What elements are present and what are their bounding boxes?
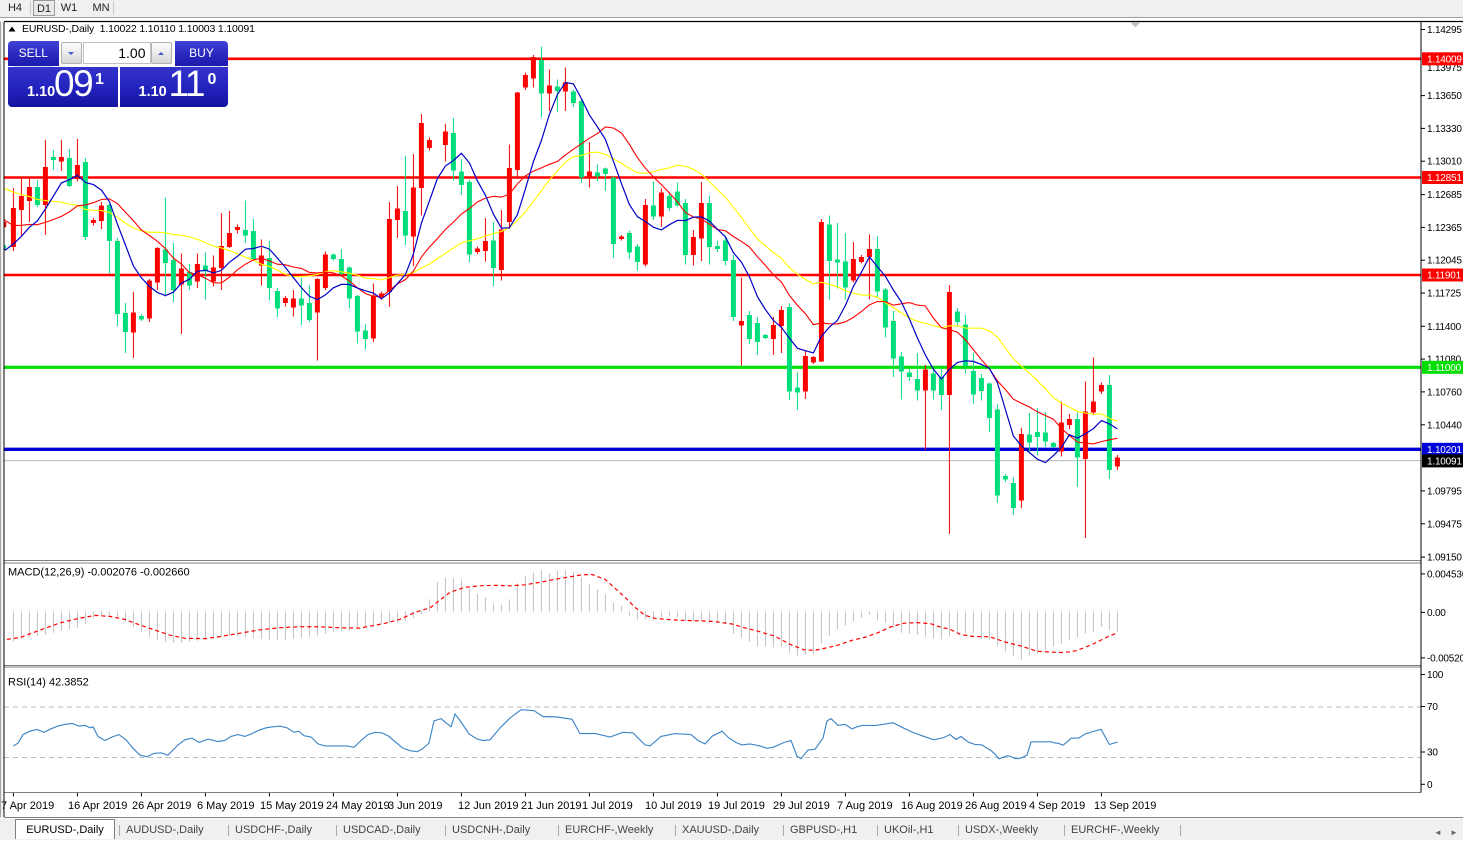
svg-text:0: 0: [1427, 780, 1433, 791]
svg-text:15 May 2019: 15 May 2019: [260, 800, 324, 812]
svg-text:13 Sep 2019: 13 Sep 2019: [1094, 800, 1156, 812]
svg-text:29 Jul 2019: 29 Jul 2019: [773, 800, 830, 812]
svg-text:1.10091: 1.10091: [1427, 456, 1462, 467]
svg-text:100: 100: [1427, 670, 1444, 681]
svg-text:6 May 2019: 6 May 2019: [197, 800, 254, 812]
svg-text:1.10440: 1.10440: [1427, 420, 1462, 431]
svg-text:1.14009: 1.14009: [1427, 54, 1462, 65]
svg-text:21 Jun 2019: 21 Jun 2019: [521, 800, 582, 812]
svg-text:1.13330: 1.13330: [1427, 124, 1462, 135]
svg-text:70: 70: [1427, 702, 1438, 713]
svg-text:7 Aug 2019: 7 Aug 2019: [837, 800, 893, 812]
svg-text:1.10760: 1.10760: [1427, 387, 1462, 398]
svg-text:19 Jul 2019: 19 Jul 2019: [708, 800, 765, 812]
svg-text:1.13010: 1.13010: [1427, 157, 1462, 168]
svg-text:1.12851: 1.12851: [1427, 173, 1462, 184]
svg-text:1.11725: 1.11725: [1427, 289, 1462, 300]
svg-text:MACD(12,26,9) -0.002076 -0.002: MACD(12,26,9) -0.002076 -0.002660: [8, 567, 190, 579]
svg-text:-0.005205: -0.005205: [1427, 653, 1463, 664]
svg-text:16 Apr 2019: 16 Apr 2019: [68, 800, 127, 812]
svg-text:12 Jun 2019: 12 Jun 2019: [458, 800, 519, 812]
svg-text:1.11080: 1.11080: [1427, 355, 1462, 366]
svg-text:EURUSD-,Daily 1.10022 1.10110: EURUSD-,Daily 1.10022 1.10110 1.10003 1.…: [22, 23, 255, 35]
svg-text:RSI(14) 42.3852: RSI(14) 42.3852: [8, 677, 89, 689]
svg-text:30: 30: [1427, 748, 1438, 759]
svg-text:1.12685: 1.12685: [1427, 190, 1462, 201]
svg-text:1.13650: 1.13650: [1427, 91, 1462, 102]
svg-text:4 Sep 2019: 4 Sep 2019: [1029, 800, 1085, 812]
svg-text:0.004536: 0.004536: [1427, 569, 1463, 580]
svg-text:1.12365: 1.12365: [1427, 223, 1462, 234]
svg-text:16 Aug 2019: 16 Aug 2019: [901, 800, 963, 812]
svg-text:1 Jul 2019: 1 Jul 2019: [582, 800, 633, 812]
svg-text:1.11901: 1.11901: [1427, 271, 1462, 282]
svg-text:1.11000: 1.11000: [1427, 363, 1462, 374]
svg-text:24 May 2019: 24 May 2019: [326, 800, 390, 812]
svg-text:7 Apr 2019: 7 Apr 2019: [1, 800, 54, 812]
svg-text:1.13975: 1.13975: [1427, 63, 1462, 74]
svg-text:0.00: 0.00: [1427, 608, 1446, 619]
svg-text:1.09475: 1.09475: [1427, 519, 1462, 530]
svg-text:1.09795: 1.09795: [1427, 486, 1462, 497]
svg-text:1.12045: 1.12045: [1427, 256, 1462, 267]
svg-text:1.14295: 1.14295: [1427, 25, 1462, 36]
svg-text:1.09150: 1.09150: [1427, 553, 1462, 564]
svg-text:10 Jul 2019: 10 Jul 2019: [645, 800, 702, 812]
svg-text:3 Jun 2019: 3 Jun 2019: [388, 800, 442, 812]
svg-text:26 Apr 2019: 26 Apr 2019: [132, 800, 191, 812]
svg-text:26 Aug 2019: 26 Aug 2019: [965, 800, 1027, 812]
svg-text:1.11400: 1.11400: [1427, 322, 1462, 333]
svg-text:1.10201: 1.10201: [1427, 445, 1462, 456]
